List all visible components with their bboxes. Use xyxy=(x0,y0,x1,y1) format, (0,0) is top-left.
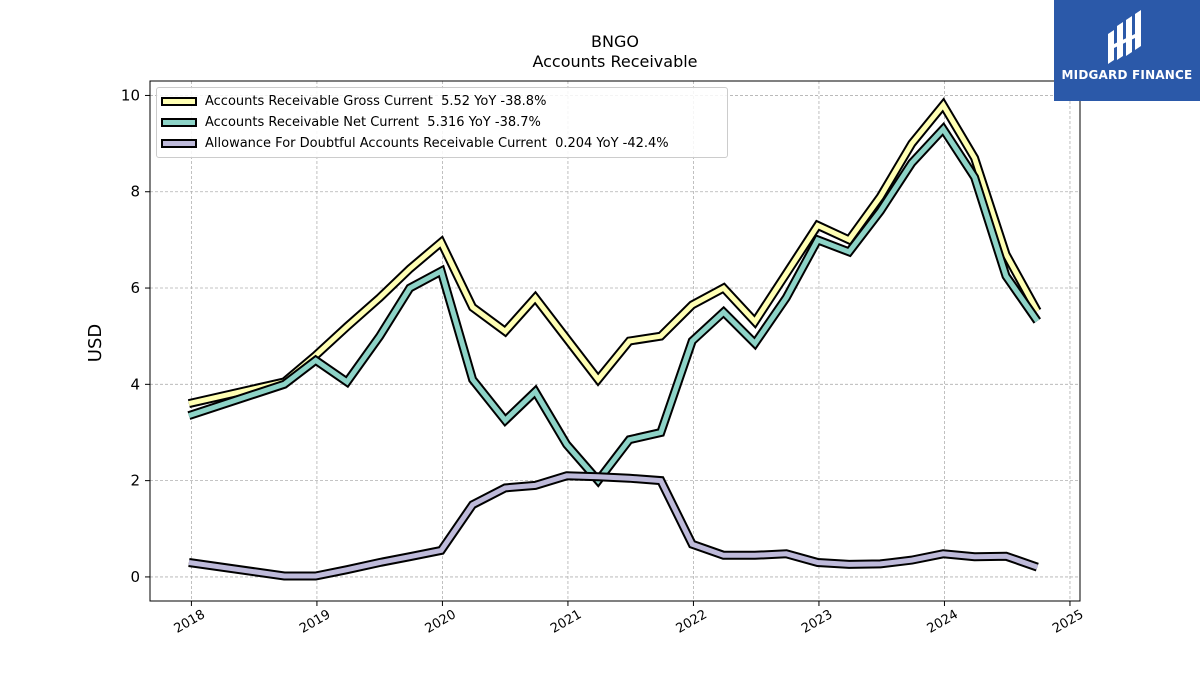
chart-subtitle: Accounts Receivable xyxy=(532,52,698,71)
legend-swatch-net xyxy=(161,117,197,127)
x-tick-label: 2020 xyxy=(423,607,459,637)
y-tick-label: 6 xyxy=(130,279,140,297)
plot-area-frame xyxy=(149,80,1081,602)
legend-label-allowance: Allowance For Doubtful Accounts Receivab… xyxy=(205,135,669,151)
x-tick-label: 2019 xyxy=(297,607,333,637)
x-tick-label: 2021 xyxy=(548,607,584,637)
x-tick-label: 2024 xyxy=(925,607,961,637)
series-outline-net xyxy=(187,121,1041,488)
x-tick-label: 2018 xyxy=(172,607,208,637)
logo-text: MIDGARD FINANCE xyxy=(1061,68,1193,82)
y-tick-label: 10 xyxy=(121,86,140,104)
legend-entry-net: Accounts Receivable Net Current 5.316 Yo… xyxy=(161,112,541,132)
chart-title: BNGO xyxy=(591,32,639,51)
series-line-net xyxy=(188,125,1040,485)
grid-layer xyxy=(150,81,1080,601)
y-tick-label: 2 xyxy=(130,472,140,490)
y-tick-label: 8 xyxy=(130,183,140,201)
x-tick-label: 2025 xyxy=(1050,607,1086,637)
legend-entry-gross: Accounts Receivable Gross Current 5.52 Y… xyxy=(161,91,546,111)
legend-entry-allowance: Allowance For Doubtful Accounts Receivab… xyxy=(161,133,669,153)
legend-label-gross: Accounts Receivable Gross Current 5.52 Y… xyxy=(205,93,547,109)
legend-label-net: Accounts Receivable Net Current 5.316 Yo… xyxy=(205,114,541,130)
x-tick-label: 2023 xyxy=(799,607,835,637)
y-tick-label: 4 xyxy=(130,375,140,393)
series-layer xyxy=(187,97,1042,581)
legend-swatch-allowance xyxy=(161,138,197,148)
legend-swatch-gross xyxy=(161,96,197,106)
x-tick-label: 2022 xyxy=(674,607,710,637)
series-line-gross xyxy=(188,100,1040,407)
y-axis-label: USD xyxy=(85,324,106,362)
chart-legend: Accounts Receivable Gross Current 5.52 Y… xyxy=(156,87,728,158)
series-line-allowance xyxy=(188,473,1039,579)
y-tick-label: 0 xyxy=(130,568,140,586)
logo-mark-icon xyxy=(1108,10,1141,64)
midgard-finance-logo: MIDGARD FINANCE xyxy=(1054,0,1200,101)
